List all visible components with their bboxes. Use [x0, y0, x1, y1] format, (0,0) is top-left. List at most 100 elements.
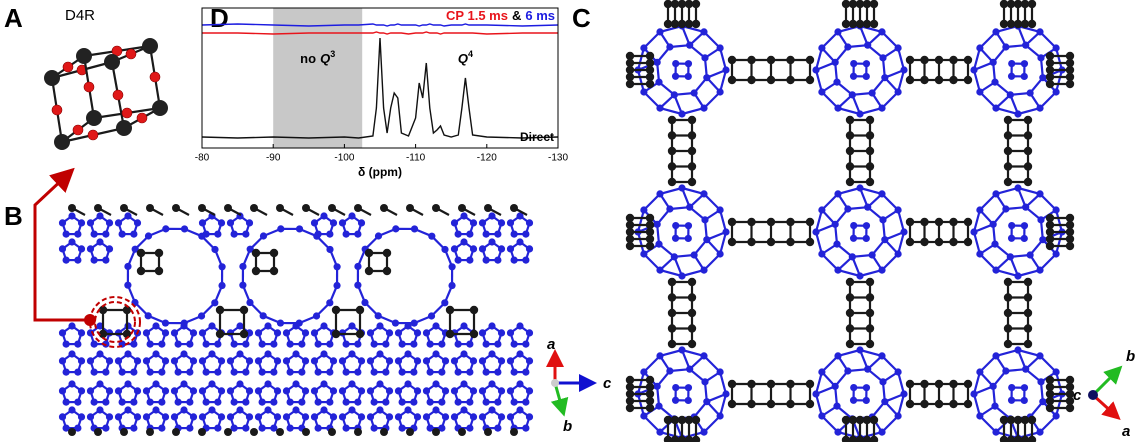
atom	[133, 357, 142, 365]
atom	[398, 340, 406, 348]
atom	[94, 428, 102, 436]
atom	[410, 340, 418, 348]
atom	[86, 413, 95, 421]
atom	[217, 219, 226, 227]
oxygen-atom	[149, 71, 161, 83]
atom	[677, 0, 687, 9]
atom	[370, 424, 378, 432]
bond	[858, 349, 869, 370]
bond	[837, 348, 861, 357]
atom	[277, 225, 285, 233]
bond	[866, 355, 883, 370]
atom	[786, 399, 795, 409]
atom	[497, 329, 506, 337]
atom	[68, 212, 76, 220]
atom	[226, 413, 235, 421]
atom	[130, 424, 138, 432]
atom	[226, 357, 235, 365]
atom	[314, 230, 322, 238]
atom	[687, 146, 697, 156]
atom	[276, 319, 285, 327]
atom	[805, 379, 815, 389]
atom	[1008, 383, 1016, 392]
atom	[105, 387, 114, 395]
atom	[130, 398, 138, 406]
x-tick-label: -110	[406, 153, 426, 164]
atom	[747, 217, 756, 227]
atom	[687, 162, 697, 171]
atom	[354, 230, 362, 238]
atom	[667, 146, 677, 156]
atom	[963, 217, 973, 227]
atom	[1027, 415, 1037, 425]
atom	[848, 0, 858, 9]
axis-letter: b	[1126, 348, 1135, 365]
bond	[897, 69, 906, 93]
bond	[253, 207, 268, 216]
atom	[105, 357, 114, 365]
bond	[979, 405, 996, 417]
atom	[1023, 146, 1033, 156]
atom	[841, 435, 851, 442]
atom	[320, 380, 328, 388]
atom	[264, 350, 272, 358]
atom	[68, 350, 76, 358]
atom	[189, 413, 198, 421]
atom	[186, 398, 194, 406]
atom	[625, 227, 635, 237]
bond	[703, 91, 721, 109]
oxygen-atom	[136, 112, 148, 124]
oxygen-atom	[62, 61, 74, 73]
atom	[497, 357, 506, 365]
silicon-atom	[116, 120, 132, 136]
atom	[394, 387, 403, 395]
bond	[972, 69, 981, 93]
atom	[161, 387, 170, 395]
atom	[62, 256, 70, 264]
atom	[282, 413, 291, 421]
atom	[246, 245, 254, 253]
atom	[1007, 396, 1016, 404]
atom	[273, 357, 282, 365]
atom	[158, 368, 166, 376]
silicon-atom	[54, 134, 70, 150]
atom	[1007, 234, 1016, 242]
atom	[450, 219, 459, 227]
atom	[329, 219, 338, 227]
atom	[1065, 51, 1075, 61]
atom	[1013, 435, 1023, 442]
atom	[230, 230, 238, 238]
atom	[1003, 177, 1013, 187]
atom	[684, 234, 692, 243]
atom	[215, 305, 225, 315]
silicon-atom	[104, 54, 120, 70]
atom	[905, 237, 915, 247]
atom	[522, 256, 530, 264]
atom	[432, 406, 440, 414]
oxygen-atom	[51, 104, 63, 116]
silicon-atom	[76, 48, 92, 64]
atom	[469, 413, 478, 421]
bond	[719, 209, 728, 233]
atom	[1065, 213, 1075, 223]
bond	[636, 393, 645, 417]
bond	[881, 253, 899, 271]
atom	[413, 357, 422, 365]
atom	[215, 329, 225, 339]
bond	[871, 92, 883, 109]
atom	[180, 225, 189, 233]
bond	[821, 47, 836, 64]
atom	[1020, 19, 1030, 29]
atom	[217, 413, 226, 421]
atom	[130, 340, 138, 348]
atom	[905, 75, 915, 85]
atom	[208, 350, 216, 358]
atom	[450, 413, 459, 421]
atom	[934, 217, 944, 227]
atom	[366, 329, 375, 337]
bond	[435, 207, 450, 216]
bond	[972, 209, 981, 233]
atom	[663, 415, 673, 425]
